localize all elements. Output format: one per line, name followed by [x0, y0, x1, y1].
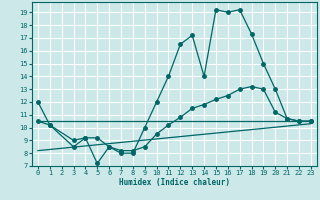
X-axis label: Humidex (Indice chaleur): Humidex (Indice chaleur)	[119, 178, 230, 187]
